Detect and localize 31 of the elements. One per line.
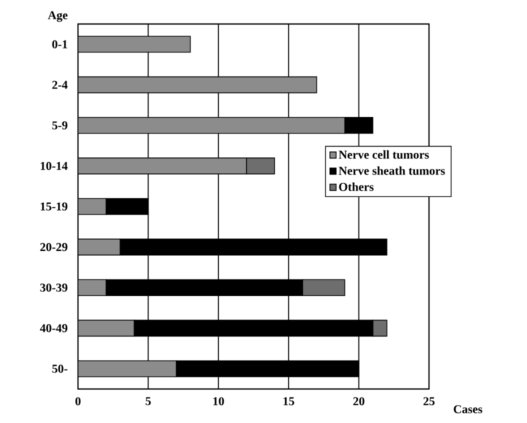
y-tick-label: 30-39: [40, 284, 68, 292]
x-axis-title: Cases: [454, 405, 482, 414]
y-axis-title: Age: [48, 11, 68, 22]
legend-label: Nerve cell tumors: [338, 150, 429, 159]
x-tick-label: 10: [213, 397, 224, 406]
bar: [78, 76, 318, 94]
y-tick-label: 15-19: [40, 202, 68, 211]
bar: [78, 279, 106, 296]
bar: [78, 360, 177, 378]
y-tick-label: 20-29: [40, 243, 68, 252]
bar: [78, 320, 135, 337]
bar: [106, 198, 149, 215]
legend-label: Others: [339, 182, 374, 191]
bar: [78, 238, 121, 256]
y-tick-label: 10-14: [40, 162, 68, 170]
legend-label: Nerve sheath tumors: [338, 166, 445, 175]
x-tick-label: 20: [353, 397, 364, 406]
y-tick-label: 50-: [52, 364, 68, 373]
y-tick-label: 2-4: [52, 80, 68, 89]
bar: [78, 36, 191, 53]
x-tick-label: 15: [284, 397, 294, 406]
x-tick-label: 0: [75, 397, 81, 406]
y-tick-label: 5-9: [52, 121, 68, 130]
bar: [246, 158, 275, 174]
bar: [78, 158, 247, 174]
bar: [78, 116, 346, 134]
y-tick-label: 40-49: [40, 324, 68, 332]
bar: [78, 198, 106, 215]
x-tick-label: 25: [424, 397, 435, 406]
y-tick-label: 0-1: [52, 40, 68, 48]
x-tick-label: 5: [146, 397, 151, 406]
